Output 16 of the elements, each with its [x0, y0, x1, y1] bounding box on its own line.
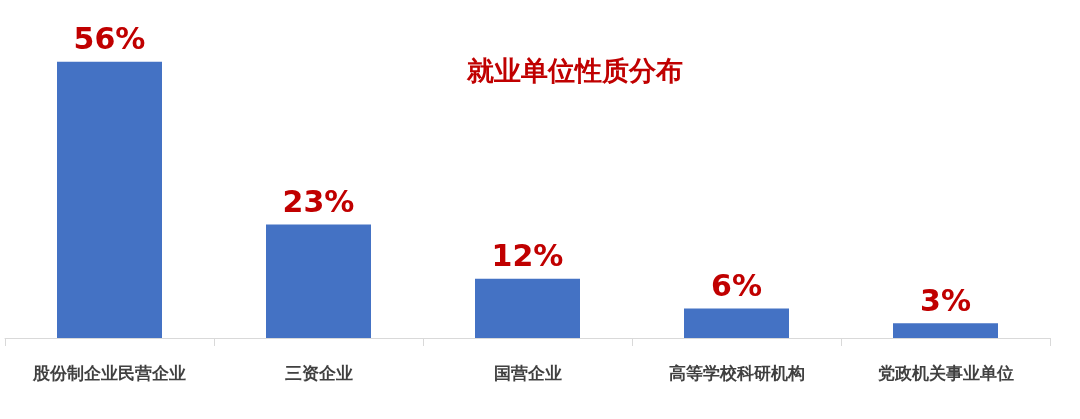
data-label: 56%	[73, 21, 146, 57]
data-label: 3%	[920, 282, 971, 318]
bar	[475, 278, 580, 338]
chart-title: 就业单位性质分布	[466, 55, 683, 86]
bar	[57, 61, 162, 338]
bar	[266, 224, 371, 338]
x-tick-label: 国营企业	[493, 362, 562, 383]
x-tick-label: 股份制企业民营企业	[32, 362, 186, 383]
x-tick-label: 高等学校科研机构	[668, 362, 805, 383]
x-tick-label: 党政机关事业单位	[876, 362, 1014, 383]
bar	[684, 308, 789, 338]
data-label: 12%	[491, 238, 564, 274]
data-label: 6%	[711, 267, 762, 303]
x-tick-label: 三资企业	[284, 362, 353, 383]
bar	[893, 323, 998, 338]
data-label: 23%	[282, 184, 355, 220]
